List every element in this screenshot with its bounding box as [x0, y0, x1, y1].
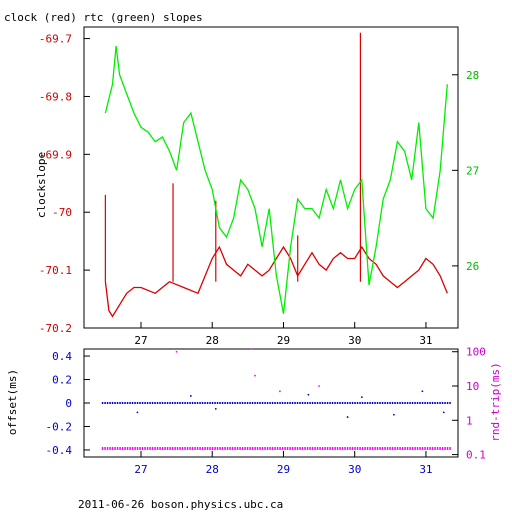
outlier-point: [307, 393, 310, 396]
bottom-ytick-right-label: 100: [466, 346, 486, 359]
bottom-ytick-left-label: 0: [65, 397, 72, 410]
bottom-plot-series: [101, 348, 451, 451]
outlier-point: [250, 348, 253, 350]
clock-slope-line: [104, 245, 448, 318]
top-xtick-label: 29: [277, 334, 290, 347]
top-xtick-label: 27: [134, 334, 147, 347]
bottom-ytick-left-label: 0.2: [52, 374, 72, 387]
bottom-xtick-label: 29: [277, 463, 290, 476]
outlier-point: [346, 416, 349, 418]
top-ytick-left-label: -69.8: [39, 90, 72, 103]
top-plot-series: [104, 32, 448, 318]
top-ylabel: clockslope: [35, 152, 48, 218]
outlier-point: [421, 390, 424, 393]
top-ytick-left-label: -70: [52, 206, 72, 219]
top-ytick-left-label: -69.9: [39, 148, 72, 161]
outlier-point: [175, 350, 178, 353]
top-ytick-right-label: 26: [466, 260, 479, 273]
bottom-ytick-left-label: 0.4: [52, 350, 72, 363]
outlier-point: [279, 390, 281, 393]
top-plot-frame: [83, 26, 459, 329]
top-ytick-left-label: -69.7: [39, 33, 72, 46]
top-ytick-left-label: -70.2: [39, 322, 72, 335]
bottom-xtick-label: 31: [419, 463, 432, 476]
top-xtick-label: 31: [419, 334, 432, 347]
outlier-point: [392, 413, 395, 416]
chart-title: clock (red) rtc (green) slopes: [4, 11, 203, 24]
bottom-ytick-right-label: 0.1: [466, 449, 486, 462]
bottom-ytick-left-label: -0.4: [46, 444, 73, 457]
bottom-ytick-left-label: -0.2: [46, 420, 73, 433]
bottom-plot-axes: 27 28 29 30 31 0.4 0.2 0 -0.2 -0.4 100 10 1 0.1: [46, 346, 486, 476]
outlier-point: [214, 407, 217, 410]
bottom-xtick-label: 30: [348, 463, 361, 476]
bottom-xtick-label: 28: [206, 463, 219, 476]
top-xtick-label: 28: [206, 334, 219, 347]
bottom-ylabel-left: offset(ms): [6, 369, 19, 435]
outlier-point: [254, 374, 256, 377]
outlier-point: [136, 411, 139, 414]
outlier-point: [189, 395, 192, 397]
top-ytick-right-label: 28: [466, 69, 479, 82]
bottom-ylabel-right: rnd-trip(ms): [489, 362, 502, 441]
bottom-ytick-right-label: 10: [466, 380, 479, 393]
top-xtick-label: 30: [348, 334, 361, 347]
rtc-slope-line: [104, 46, 448, 314]
outlier-point: [360, 396, 363, 399]
outlier-point: [442, 411, 445, 414]
top-plot-axes: 27 28 29 30 31 -69.7 -69.8 -69.9 -70 -70.1 -70.2 28…: [39, 33, 479, 347]
bottom-xtick-label: 27: [134, 463, 147, 476]
footer-label: 2011-06-26 boson.physics.ubc.ca: [78, 498, 283, 511]
top-ytick-right-label: 27: [466, 164, 479, 177]
top-ytick-left-label: -70.1: [39, 264, 72, 277]
outlier-point: [318, 385, 320, 387]
bottom-ytick-right-label: 1: [466, 414, 473, 427]
